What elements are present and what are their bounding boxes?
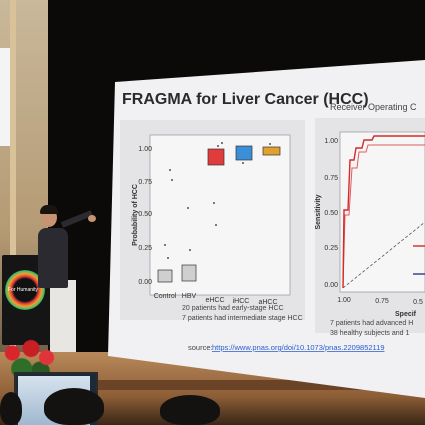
left-note-1: 20 patients had early-stage HCC	[182, 305, 284, 312]
box-control	[157, 269, 173, 283]
roc-xlabel: Specif	[395, 311, 417, 318]
audience-head-3	[160, 395, 220, 425]
podium-text: For Humanity	[8, 287, 39, 293]
speaker-body	[38, 228, 68, 288]
box-ihcc	[235, 145, 253, 161]
roc-ytick-2: 0.75	[324, 175, 338, 182]
roc-plot-area	[339, 131, 425, 293]
left-ytick-3: 0.50	[138, 211, 152, 218]
roc-curve-2	[342, 144, 425, 289]
roc-ytick-4: 0.25	[324, 245, 338, 252]
right-note-2: 38 healthy subjects and 1	[330, 330, 409, 337]
roc-xtick-1: 1.00	[337, 297, 351, 304]
audience-head-1	[0, 392, 22, 425]
roc-ylabel: Sensitivity	[315, 194, 322, 229]
roc-xtick-2: 0.75	[375, 298, 389, 305]
box-hbv	[181, 264, 197, 282]
box-ahcc	[262, 146, 281, 156]
roc-curve-1	[342, 135, 425, 289]
roc-diagonal	[342, 221, 425, 289]
right-note-1: 7 patients had advanced H	[330, 320, 413, 327]
category-hbv: HBV	[182, 293, 197, 300]
source-link[interactable]: https://www.pnas.org/doi/10.1073/pnas.22…	[212, 343, 385, 352]
left-ytick-4: 0.25	[138, 245, 152, 252]
box-ehcc	[207, 148, 225, 166]
category-ahcc: aHCC	[258, 299, 277, 306]
speaker-hair	[40, 205, 58, 214]
left-ytick-5: 0.00	[138, 279, 152, 286]
category-ihcc: iHCC	[233, 298, 250, 305]
category-ehcc: eHCC	[205, 297, 224, 304]
stage-edge	[40, 380, 425, 390]
left-ytick-1: 1.00	[138, 146, 152, 153]
roc-ytick-1: 1.00	[324, 138, 338, 145]
speaker-hand	[88, 215, 96, 222]
left-plot-ylabel: Probability of HCC	[132, 184, 139, 246]
roc-title: Receiver Operating C	[330, 102, 417, 112]
roc-xtick-3: 0.5	[413, 299, 423, 306]
wall-light-strip	[10, 0, 16, 425]
left-ytick-2: 0.75	[138, 179, 152, 186]
roc-ytick-3: 0.50	[324, 210, 338, 217]
category-control: Control	[154, 293, 177, 300]
left-note-2: 7 patients had intermediate stage HCC	[182, 315, 303, 322]
roc-ytick-5: 0.00	[324, 282, 338, 289]
side-screen	[0, 48, 10, 146]
slide-title: FRAGMA for Liver Cancer (HCC)	[122, 91, 369, 108]
audience-head-2	[44, 388, 104, 425]
scatter-points	[164, 142, 271, 259]
source-label: source:	[188, 343, 213, 352]
